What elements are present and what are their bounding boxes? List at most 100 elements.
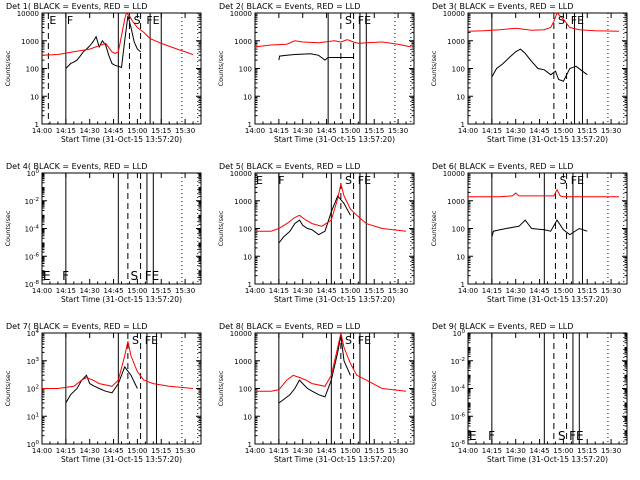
y-tick-label: 10000 [230,10,252,18]
x-tick-label: 14:30 [80,127,100,135]
y-tick-label: 100 [239,386,252,394]
y-tick-label: 1000 [234,38,252,46]
detector-chart-1: Det 1( BLACK = Events, RED = LLD 1 10 100 10… [4,2,202,144]
x-axis-label: Start Time (31-Oct-15 13:57:20) [274,295,395,304]
y-tick-label: 1000 [447,198,465,206]
x-axis-label: Start Time (31-Oct-15 13:57:20) [487,455,608,464]
marker-label: S [132,334,139,347]
marker-label: S [560,174,567,187]
chart-title: Det 5( BLACK = Events, RED = LLD [219,162,360,171]
x-tick-label: 14:00 [245,447,265,455]
lld-series-line [254,39,411,48]
y-axis-label: Counts/sec [4,210,12,246]
y-tick-label: 1000 [447,38,465,46]
x-tick-label: 14:30 [506,287,526,295]
x-tick-label: 14:00 [458,127,478,135]
x-tick-label: 14:00 [245,287,265,295]
x-tick-label: 15:30 [388,447,408,455]
y-tick-label: 100 [452,66,465,74]
marker-label: S [558,429,566,443]
marker-label: F [278,174,284,187]
y-tick-label: 10-8 [451,440,466,449]
x-tick-label: 14:15 [56,287,76,295]
x-tick-label: 15:30 [601,447,621,455]
chart-title: Det 9( BLACK = Events, RED = LLD [432,322,573,331]
marker-label: F [488,429,495,443]
x-tick-label: 15:00 [553,447,573,455]
x-tick-label: 14:45 [103,127,123,135]
x-axis-label: Start Time (31-Oct-15 13:57:20) [487,135,608,144]
x-tick-label: 14:00 [458,287,478,295]
marker-label: FE [571,174,584,187]
y-axis-label: Counts/sec [4,370,12,406]
marker-label: S [345,334,352,347]
x-tick-label: 15:00 [127,127,147,135]
chart-title: Det 2( BLACK = Events, RED = LLD [219,2,360,11]
lld-series-line [255,332,407,392]
x-tick-label: 14:30 [80,287,100,295]
y-tick-label: 10 [243,413,252,421]
chart-title: Det 4( BLACK = Events, RED = LLD [6,162,147,171]
marker-label: S [130,269,138,283]
x-tick-label: 14:45 [316,447,336,455]
y-tick-label: 10000 [230,330,252,338]
y-axis-label: Counts/sec [430,210,438,246]
lld-series-line [41,12,194,56]
x-tick-label: 14:45 [529,127,549,135]
lld-series-line [467,12,620,32]
detector-chart-7: Det 7( BLACK = Events, RED = LLD 100 101 10… [4,322,202,464]
chart-title: Det 6( BLACK = Events, RED = LLD [432,162,573,171]
marker-label: FE [571,14,584,27]
x-tick-label: 14:30 [293,447,313,455]
x-tick-label: 14:45 [529,287,549,295]
x-tick-label: 14:15 [269,127,289,135]
detector-chart-8: Det 8( BLACK = Events, RED = LLD 1 10 100 10… [217,322,415,464]
x-tick-label: 15:15 [151,447,171,455]
y-tick-label: 103 [27,357,40,366]
detector-chart-2: Det 2( BLACK = Events, RED = LLD 1 10 100 10… [217,2,415,144]
x-tick-label: 14:15 [269,287,289,295]
marker-label: F [67,14,73,27]
x-tick-label: 14:30 [80,447,100,455]
x-axis-label: Start Time (31-Oct-15 13:57:20) [61,135,182,144]
marker-label: FE [569,429,583,443]
y-tick-label: 100 [27,440,40,449]
y-tick-label: 1 [35,121,39,129]
y-axis-label: Counts/sec [4,50,12,86]
y-tick-label: 10-4 [25,225,40,234]
lld-series-line [255,183,407,232]
lld-series-line [468,188,619,198]
y-tick-label: 10-2 [451,357,465,366]
x-tick-label: 14:30 [506,447,526,455]
x-axis-label: Start Time (31-Oct-15 13:57:20) [274,135,395,144]
x-tick-label: 15:00 [553,127,573,135]
x-tick-label: 14:00 [32,287,52,295]
x-tick-label: 14:45 [103,287,123,295]
x-tick-label: 14:00 [32,127,52,135]
x-tick-label: 14:45 [103,447,123,455]
y-axis-label: Counts/sec [217,210,225,246]
marker-label: E [469,429,477,443]
y-tick-label: 100 [239,226,252,234]
x-tick-label: 14:15 [269,447,289,455]
x-tick-label: 14:30 [293,287,313,295]
y-axis-label: Counts/sec [430,370,438,406]
y-axis-label: Counts/sec [430,50,438,86]
x-tick-label: 14:30 [293,127,313,135]
y-tick-label: 100 [27,169,40,178]
x-tick-label: 14:15 [482,287,502,295]
y-tick-label: 1 [248,441,252,449]
y-tick-label: 10-2 [25,197,39,206]
x-tick-label: 14:15 [56,447,76,455]
x-tick-label: 14:45 [529,447,549,455]
marker-label: E [256,174,263,187]
y-tick-label: 1 [461,281,465,289]
y-tick-label: 100 [453,329,466,338]
y-tick-label: 10 [456,253,465,261]
x-tick-label: 15:15 [364,287,384,295]
chart-title: Det 1( BLACK = Events, RED = LLD [6,2,147,11]
y-tick-label: 10 [456,93,465,101]
marker-label: FE [358,174,371,187]
x-tick-label: 15:30 [601,127,621,135]
y-tick-label: 104 [27,329,40,338]
